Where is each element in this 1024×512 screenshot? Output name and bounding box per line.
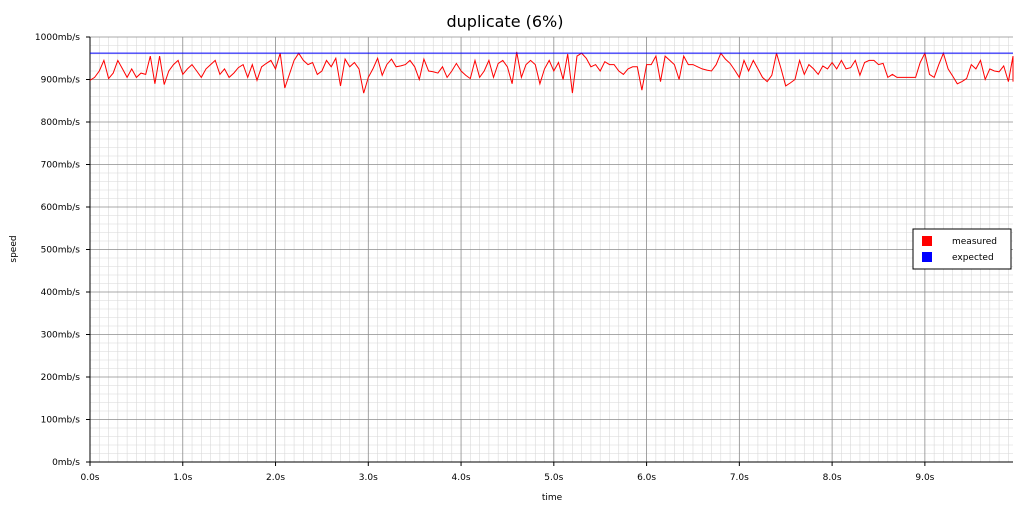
legend-swatch-measured (922, 236, 932, 246)
legend-label-measured: measured (952, 237, 997, 247)
major-gridlines (90, 36, 1013, 462)
series-line-measured (89, 51, 1014, 94)
y-tick-label: 700mb/s (41, 161, 81, 171)
y-tick-label: 0mb/s (52, 458, 80, 468)
y-axis-label: speed (9, 235, 19, 262)
x-tick-labels: 0.0s 1.0s 2.0s 3.0s 4.0s 5.0s 6.0s 7.0s 8.0s 9.0s (80, 473, 934, 483)
series-layer (89, 51, 1014, 94)
y-tick-label: 800mb/s (41, 118, 81, 128)
y-tick-label: 900mb/s (41, 76, 81, 86)
y-tick-label: 1000mb/s (35, 33, 80, 43)
legend: measured expected (912, 228, 1012, 270)
x-tick-label: 9.0s (915, 473, 934, 483)
y-tick-label: 600mb/s (41, 203, 81, 213)
x-tick-label: 7.0s (730, 473, 749, 483)
axes (86, 36, 1013, 466)
legend-label-expected: expected (952, 253, 994, 263)
x-tick-label: 4.0s (452, 473, 471, 483)
legend-swatch-expected (922, 252, 932, 262)
chart-title: duplicate (6%) (446, 12, 563, 31)
x-axis-label: time (542, 493, 563, 503)
x-tick-label: 6.0s (637, 473, 656, 483)
y-tick-label: 200mb/s (41, 373, 81, 383)
y-tick-labels: 0mb/s 100mb/s 200mb/s 300mb/s 400mb/s 500mb/s… (35, 33, 80, 468)
y-tick-label: 500mb/s (41, 246, 81, 256)
y-tick-label: 400mb/s (41, 288, 81, 298)
x-tick-label: 1.0s (173, 473, 192, 483)
y-tick-label: 300mb/s (41, 331, 81, 341)
x-tick-label: 0.0s (80, 473, 99, 483)
x-tick-label: 5.0s (544, 473, 563, 483)
x-tick-label: 2.0s (266, 473, 285, 483)
legend-box (912, 228, 1012, 270)
y-tick-label: 100mb/s (41, 416, 81, 426)
x-tick-label: 8.0s (823, 473, 842, 483)
x-tick-label: 3.0s (359, 473, 378, 483)
